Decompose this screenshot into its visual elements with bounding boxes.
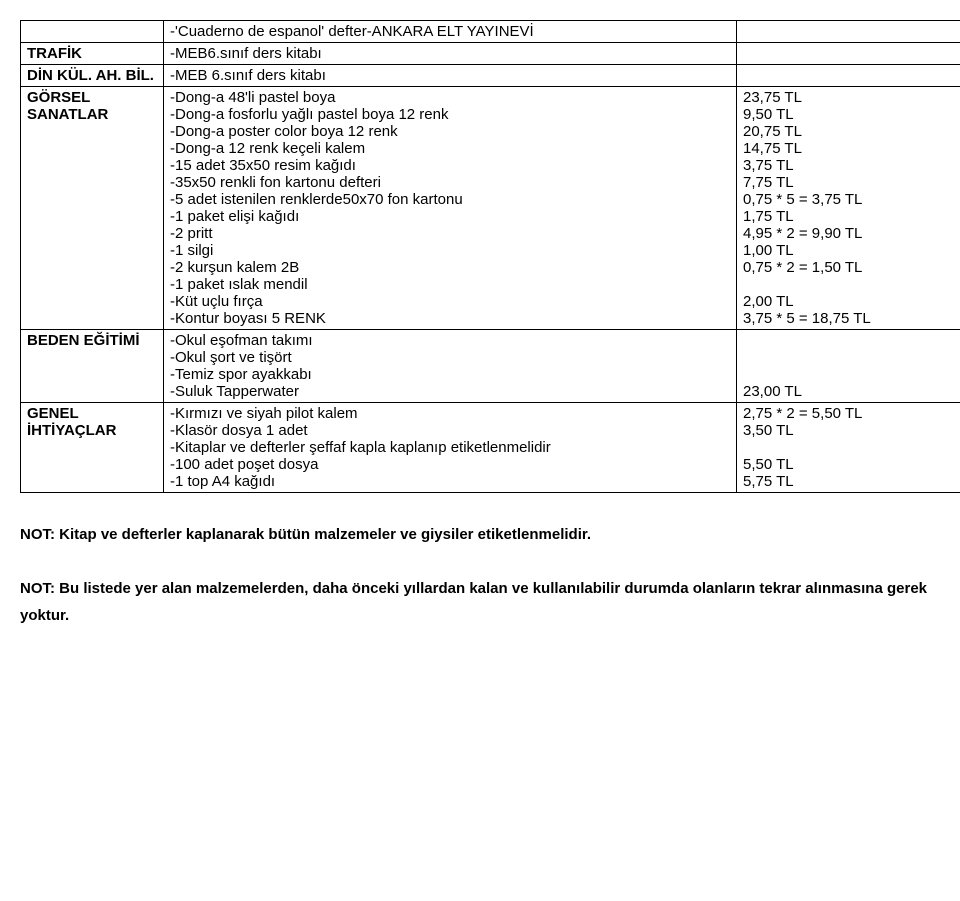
price-line: 1,00 TL: [743, 242, 960, 259]
item-line: -1 silgi: [170, 242, 730, 259]
price-line: [743, 332, 960, 349]
item-line: -Okul şort ve tişört: [170, 349, 730, 366]
item-line: -35x50 renkli fon kartonu defteri: [170, 174, 730, 191]
item-line: -Temiz spor ayakkabı: [170, 366, 730, 383]
price-line: [743, 366, 960, 383]
item-line: -2 kurşun kalem 2B: [170, 259, 730, 276]
item-line: -1 top A4 kağıdı: [170, 473, 730, 490]
document-wrap: -'Cuaderno de espanol' defter-ANKARA ELT…: [20, 20, 940, 629]
category-cell: GÖRSEL SANATLAR: [21, 87, 164, 330]
item-line: -2 pritt: [170, 225, 730, 242]
price-line: 3,75 * 5 = 18,75 TL: [743, 310, 960, 327]
price-line: 3,50 TL: [743, 422, 960, 439]
price-line: [743, 439, 960, 456]
item-line: -1 paket elişi kağıdı: [170, 208, 730, 225]
items-cell: -'Cuaderno de espanol' defter-ANKARA ELT…: [164, 21, 737, 43]
item-line: -Dong-a fosforlu yağlı pastel boya 12 re…: [170, 106, 730, 123]
price-line: 2,75 * 2 = 5,50 TL: [743, 405, 960, 422]
item-line: -Klasör dosya 1 adet: [170, 422, 730, 439]
notes-section: NOT: Kitap ve defterler kaplanarak bütün…: [20, 521, 940, 629]
item-line: -Dong-a poster color boya 12 renk: [170, 123, 730, 140]
table-row: BEDEN EĞİTİMİ-Okul eşofman takımı-Okul ş…: [21, 330, 960, 403]
item-line: -MEB 6.sınıf ders kitabı: [170, 67, 730, 84]
price-cell: 23,00 TL: [737, 330, 960, 403]
items-cell: -MEB6.sınıf ders kitabı: [164, 43, 737, 65]
item-line: -15 adet 35x50 resim kağıdı: [170, 157, 730, 174]
price-cell: [737, 65, 960, 87]
item-line: -MEB6.sınıf ders kitabı: [170, 45, 730, 62]
item-line: -Okul eşofman takımı: [170, 332, 730, 349]
note-1: NOT: Kitap ve defterler kaplanarak bütün…: [20, 521, 940, 548]
price-line: 0,75 * 2 = 1,50 TL: [743, 259, 960, 276]
item-line: -Dong-a 48'li pastel boya: [170, 89, 730, 106]
item-line: -'Cuaderno de espanol' defter-ANKARA ELT…: [170, 23, 730, 40]
items-cell: -Okul eşofman takımı-Okul şort ve tişört…: [164, 330, 737, 403]
price-line: 14,75 TL: [743, 140, 960, 157]
table-row: TRAFİK -MEB6.sınıf ders kitabı: [21, 43, 960, 65]
note-2: NOT: Bu listede yer alan malzemelerden, …: [20, 575, 940, 629]
items-cell: -Kırmızı ve siyah pilot kalem-Klasör dos…: [164, 403, 737, 493]
price-cell: 23,75 TL9,50 TL20,75 TL14,75 TL3,75 TL7,…: [737, 87, 960, 330]
category-cell: GENEL İHTİYAÇLAR: [21, 403, 164, 493]
item-line: -1 paket ıslak mendil: [170, 276, 730, 293]
item-line: -Kontur boyası 5 RENK: [170, 310, 730, 327]
item-line: -Dong-a 12 renk keçeli kalem: [170, 140, 730, 157]
category-cell: DİN KÜL. AH. BİL.: [21, 65, 164, 87]
table-row: -'Cuaderno de espanol' defter-ANKARA ELT…: [21, 21, 960, 43]
price-line: 1,75 TL: [743, 208, 960, 225]
price-line: 23,00 TL: [743, 383, 960, 400]
price-cell: [737, 43, 960, 65]
table-row: DİN KÜL. AH. BİL. -MEB 6.sınıf ders kitab…: [21, 65, 960, 87]
price-line: 7,75 TL: [743, 174, 960, 191]
items-cell: -MEB 6.sınıf ders kitabı: [164, 65, 737, 87]
price-line: 5,50 TL: [743, 456, 960, 473]
item-line: -Suluk Tapperwater: [170, 383, 730, 400]
price-line: 0,75 * 5 = 3,75 TL: [743, 191, 960, 208]
price-cell: [737, 21, 960, 43]
item-line: -Kitaplar ve defterler şeffaf kapla kapl…: [170, 439, 730, 456]
item-line: -5 adet istenilen renklerde50x70 fon kar…: [170, 191, 730, 208]
item-line: -100 adet poşet dosya: [170, 456, 730, 473]
category-cell: BEDEN EĞİTİMİ: [21, 330, 164, 403]
category-cell: TRAFİK: [21, 43, 164, 65]
item-line: -Kırmızı ve siyah pilot kalem: [170, 405, 730, 422]
table-row: GENEL İHTİYAÇLAR-Kırmızı ve siyah pilot …: [21, 403, 960, 493]
price-line: 2,00 TL: [743, 293, 960, 310]
price-line: 4,95 * 2 = 9,90 TL: [743, 225, 960, 242]
category-cell: [21, 21, 164, 43]
table-row: GÖRSEL SANATLAR-Dong-a 48'li pastel boya…: [21, 87, 960, 330]
price-line: [743, 276, 960, 293]
price-line: 5,75 TL: [743, 473, 960, 490]
price-cell: 2,75 * 2 = 5,50 TL3,50 TL 5,50 TL5,75 TL: [737, 403, 960, 493]
price-line: 3,75 TL: [743, 157, 960, 174]
supply-table: -'Cuaderno de espanol' defter-ANKARA ELT…: [20, 20, 960, 493]
price-line: 23,75 TL: [743, 89, 960, 106]
items-cell: -Dong-a 48'li pastel boya-Dong-a fosforl…: [164, 87, 737, 330]
price-line: 20,75 TL: [743, 123, 960, 140]
price-line: [743, 349, 960, 366]
item-line: -Küt uçlu fırça: [170, 293, 730, 310]
price-line: 9,50 TL: [743, 106, 960, 123]
